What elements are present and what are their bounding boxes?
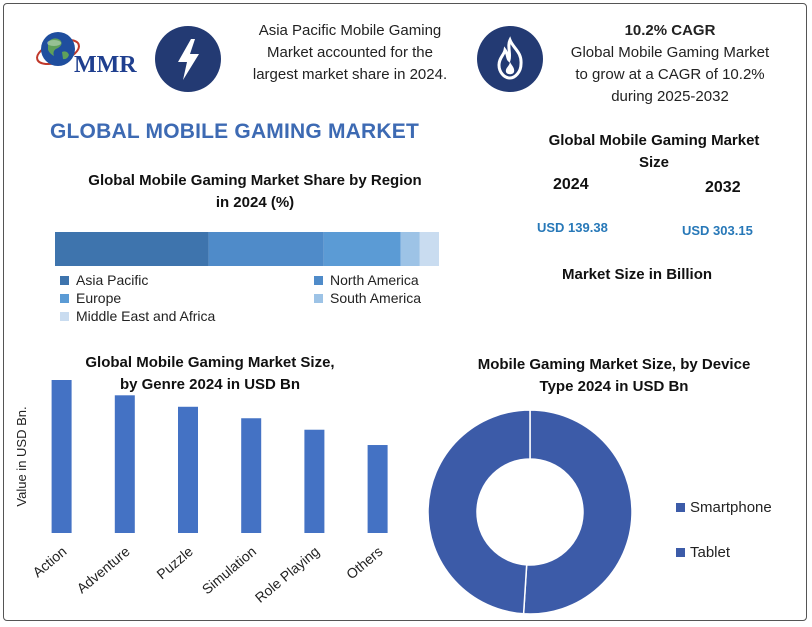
legend-swatch — [60, 311, 69, 321]
legend-label: South America — [330, 290, 422, 306]
market-size-title-line: Size — [638, 154, 669, 171]
region-segment-asia-pacific — [55, 232, 209, 266]
legend-label: Asia Pacific — [76, 272, 149, 288]
genre-chart-title-line: by Genre 2024 in USD Bn — [119, 376, 301, 393]
year-2024-label: 2024 — [553, 176, 589, 193]
market-size-title: Global Mobile Gaming Market Size — [520, 130, 788, 174]
genre-bar — [367, 445, 388, 533]
legend-item-europe: Europe — [60, 290, 121, 306]
share-callout: Asia Pacific Mobile Gaming Market accoun… — [232, 20, 468, 86]
globe-logo-icon — [36, 32, 80, 66]
device-chart-title-line: Mobile Gaming Market Size, by Device — [477, 356, 751, 373]
region-segment-middle-east-and-africa — [419, 232, 439, 266]
device-legend-swatch — [676, 548, 685, 557]
genre-bar — [114, 395, 135, 533]
logo: MMR — [14, 18, 144, 86]
genre-bar — [241, 418, 262, 533]
legend-label: North America — [330, 272, 419, 288]
value-2024: USD 139.38 — [537, 220, 608, 235]
infographic-frame — [3, 3, 807, 621]
year-2032-label: 2032 — [705, 179, 741, 196]
genre-tick-label: Puzzle — [153, 543, 196, 582]
cagr-line: during 2025-2032 — [611, 88, 729, 105]
region-stacked-bar — [55, 232, 439, 266]
device-chart-title: Mobile Gaming Market Size, by Device Typ… — [438, 354, 790, 398]
genre-tick-label: Simulation — [199, 543, 259, 597]
cagr-line: Global Mobile Gaming Market — [570, 44, 770, 61]
lightning-icon — [155, 26, 221, 92]
cagr-title: 10.2% CAGR — [624, 22, 716, 39]
logo-text: MMR — [74, 52, 137, 78]
region-chart-title: Global Mobile Gaming Market Share by Reg… — [40, 170, 470, 214]
legend-item-mea: Middle East and Africa — [60, 308, 215, 324]
legend-item-north-america: North America — [314, 272, 419, 288]
genre-chart-title-line: Global Mobile Gaming Market Size, — [85, 354, 335, 371]
market-size-unit: Market Size in Billion — [562, 266, 713, 283]
genre-y-axis-label: Value in USD Bn. — [14, 406, 29, 506]
value-2032: USD 303.15 — [682, 223, 753, 238]
genre-tick-label: Role Playing — [252, 543, 323, 606]
genre-tick-label: Action — [29, 543, 69, 580]
region-segment-south-america — [400, 232, 420, 266]
legend-item-south-america: South America — [314, 290, 421, 306]
genre-tick-label: Others — [343, 543, 385, 582]
share-callout-line: Market accounted for the — [267, 44, 433, 61]
legend-label: Middle East and Africa — [76, 308, 216, 324]
region-segment-europe — [323, 232, 401, 266]
legend-swatch — [60, 293, 69, 303]
share-callout-line: Asia Pacific Mobile Gaming — [258, 22, 442, 39]
legend-label: Europe — [76, 290, 122, 306]
legend-swatch — [60, 275, 69, 285]
device-donut-chart: Smartphone Tablet — [427, 409, 772, 615]
share-callout-line: largest market share in 2024. — [252, 66, 448, 83]
genre-chart-title: Global Mobile Gaming Market Size, by Gen… — [40, 352, 380, 396]
cagr-callout: 10.2% CAGR Global Mobile Gaming Market t… — [548, 20, 792, 108]
region-chart-title-line: Global Mobile Gaming Market Share by Reg… — [88, 172, 422, 189]
page-title: GLOBAL MOBILE GAMING MARKET — [50, 120, 419, 143]
legend-swatch — [314, 293, 323, 303]
flame-icon — [477, 26, 543, 92]
genre-tick-label: Adventure — [74, 543, 133, 596]
legend-item-asia-pacific: Asia Pacific — [60, 272, 148, 288]
device-legend-swatch — [676, 503, 685, 512]
genre-bar — [178, 406, 198, 533]
region-chart-title-line: in 2024 (%) — [215, 194, 295, 211]
region-segment-north-america — [208, 232, 324, 266]
device-legend-label: Smartphone — [690, 499, 772, 516]
genre-bar — [51, 380, 72, 533]
device-chart-title-line: Type 2024 in USD Bn — [539, 378, 689, 395]
legend-swatch — [314, 275, 323, 285]
device-legend-label: Tablet — [690, 544, 731, 561]
cagr-line: to grow at a CAGR of 10.2% — [575, 66, 765, 83]
genre-bar — [304, 429, 325, 533]
market-size-title-line: Global Mobile Gaming Market — [548, 132, 760, 149]
donut-slice-smartphone — [522, 409, 633, 615]
donut-slice-tablet — [427, 409, 531, 615]
